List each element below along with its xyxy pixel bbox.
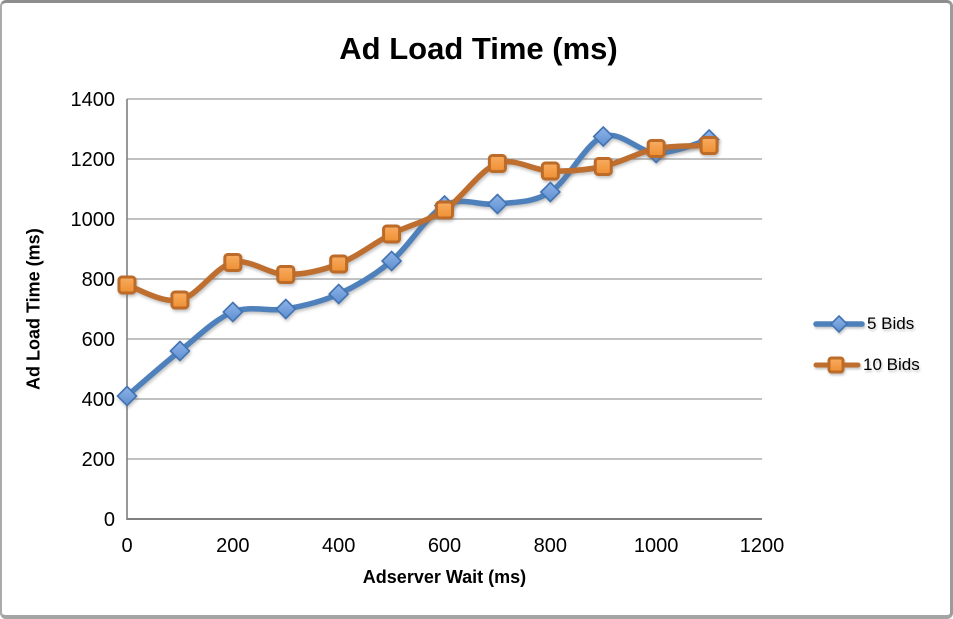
data-point-marker[interactable] — [170, 290, 190, 310]
y-tick-label: 600 — [82, 329, 115, 351]
series-10-bids — [117, 136, 719, 310]
data-point-marker[interactable] — [223, 253, 243, 272]
data-point-marker[interactable] — [328, 283, 350, 305]
series-line-10-bids — [124, 142, 712, 304]
data-point-marker[interactable] — [539, 181, 561, 203]
legend-item-10-bids[interactable]: 10 Bids — [813, 348, 920, 382]
x-axis-title: Adserver Wait (ms) — [362, 567, 527, 587]
data-point-marker[interactable] — [276, 265, 296, 284]
series-5-bids — [116, 125, 720, 407]
y-tick-label: 0 — [104, 509, 115, 531]
data-point-marker[interactable] — [116, 385, 138, 407]
data-point-marker[interactable] — [486, 193, 509, 215]
y-tick-label: 400 — [82, 389, 115, 411]
series-line-5-bids — [124, 132, 712, 399]
plot-area: 0 200 400 600 800 1000 1200 1400 0 200 400 600 800 10… — [71, 89, 785, 557]
legend-item-5-bids[interactable]: 5 Bids — [813, 307, 920, 341]
legend-swatch-10-bids — [813, 356, 861, 374]
data-point-marker[interactable] — [592, 125, 614, 148]
legend-diamond-marker — [829, 314, 849, 334]
legend-swatch-5-bids — [813, 314, 865, 334]
x-tick-label: 200 — [216, 535, 249, 557]
x-tick-label: 600 — [428, 535, 461, 557]
x-tick-label: 400 — [322, 535, 355, 557]
y-tick-label: 1000 — [71, 209, 116, 231]
x-tick-label: 0 — [121, 535, 132, 557]
data-point-marker[interactable] — [117, 275, 137, 295]
data-point-marker[interactable] — [540, 161, 560, 181]
y-tick-label: 1400 — [71, 89, 116, 111]
legend-label-5-bids: 5 Bids — [867, 314, 915, 333]
data-point-marker[interactable] — [222, 301, 244, 323]
x-tick-label: 1000 — [634, 535, 679, 557]
data-point-marker[interactable] — [380, 250, 403, 272]
data-point-marker[interactable] — [487, 154, 507, 173]
chart-title: Ad Load Time (ms) — [339, 31, 618, 66]
data-point-marker[interactable] — [169, 340, 191, 362]
y-tick-label: 200 — [82, 449, 115, 471]
data-point-marker[interactable] — [329, 254, 349, 274]
data-point-marker[interactable] — [435, 200, 454, 220]
data-point-marker[interactable] — [275, 298, 297, 320]
data-point-marker[interactable] — [382, 224, 402, 244]
legend: 5 Bids 10 Bids — [813, 307, 920, 382]
x-tick-label: 800 — [534, 535, 567, 557]
data-point-marker[interactable] — [699, 136, 719, 155]
y-tick-label: 1200 — [71, 149, 116, 171]
legend-square-marker — [827, 356, 845, 374]
y-tick-label: 800 — [82, 269, 115, 291]
x-tick-label: 1200 — [740, 535, 785, 557]
legend-label-10-bids: 10 Bids — [863, 355, 920, 374]
data-point-marker[interactable] — [646, 139, 666, 158]
data-point-marker[interactable] — [593, 157, 613, 176]
